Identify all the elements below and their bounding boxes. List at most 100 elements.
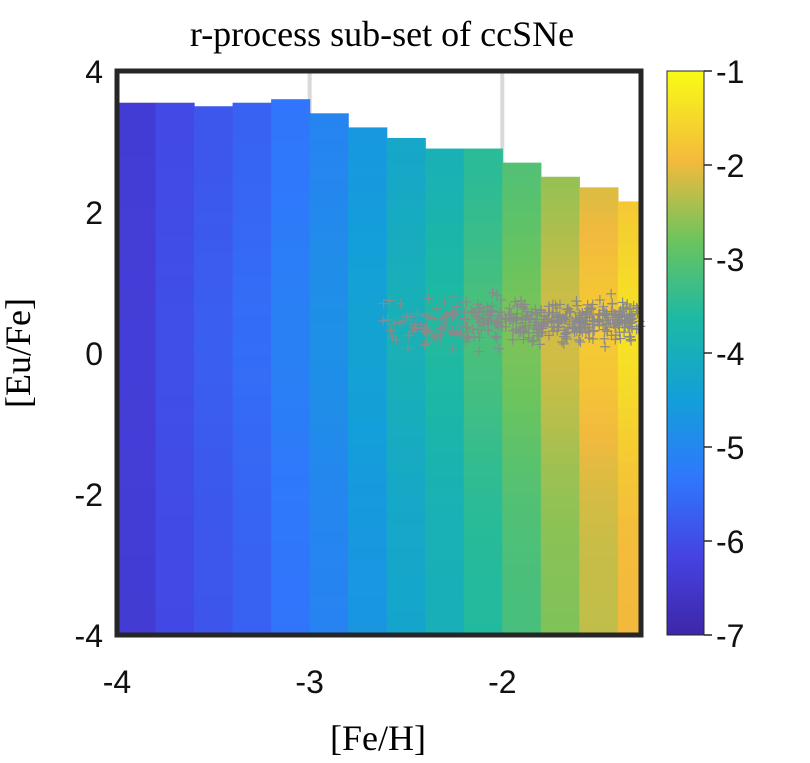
scatter-point: [623, 321, 634, 332]
heatmap-cell: [617, 494, 642, 506]
x-tick-label: -3: [295, 664, 323, 700]
heatmap-cell: [540, 428, 580, 441]
heatmap-cell: [348, 241, 388, 255]
heatmap-cell: [579, 422, 619, 435]
heatmap-cell: [232, 515, 272, 530]
heatmap-cell: [502, 292, 542, 305]
heatmap-cell: [579, 556, 619, 569]
heatmap-cell: [502, 375, 542, 388]
heatmap-cell: [617, 407, 642, 419]
heatmap-cell: [155, 475, 195, 490]
heatmap-cell: [155, 422, 195, 436]
scatter-point: [582, 299, 593, 310]
heatmap-cell: [155, 342, 195, 357]
heatmap-cell: [386, 249, 426, 263]
scatter-point: [578, 319, 589, 330]
plot-area: [114, 68, 646, 638]
scatter-point: [432, 303, 443, 314]
heatmap-cell: [117, 328, 157, 343]
scatter-point: [531, 324, 542, 335]
heatmap-cell: [425, 525, 465, 539]
heatmap-cell: [232, 102, 272, 117]
heatmap-cell: [155, 262, 195, 277]
heatmap-cell: [617, 515, 642, 528]
heatmap-cell: [155, 408, 195, 423]
heatmap-cell: [232, 182, 272, 197]
heatmap-cell: [502, 410, 542, 424]
scatter-point: [473, 307, 484, 318]
heatmap-cell: [309, 504, 349, 519]
heatmap-cell: [348, 254, 388, 268]
scatter-point: [483, 325, 494, 336]
heatmap-cell: [117, 368, 157, 383]
colorbar-tick-label: -3: [716, 242, 744, 278]
heatmap-cell: [617, 450, 642, 463]
scatter-point: [528, 335, 539, 346]
heatmap-cell: [117, 302, 157, 317]
heatmap-cell: [386, 262, 426, 276]
heatmap-cell: [155, 222, 195, 237]
heatmap-cell: [194, 476, 234, 491]
scatter-point: [378, 298, 389, 309]
heatmap-cell: [540, 497, 580, 510]
heatmap-cell: [309, 191, 349, 206]
y-axis-ticks: -4 -2 0 2 4: [75, 54, 103, 654]
scatter-point: [450, 324, 461, 335]
heatmap-cell: [117, 249, 157, 264]
heatmap-cell: [309, 308, 349, 323]
heatmap-cell: [232, 222, 272, 237]
heatmap-cell: [271, 621, 311, 636]
scatter-point: [489, 318, 500, 329]
scatter-point: [496, 313, 507, 324]
heatmap-cell: [117, 315, 157, 330]
scatter-point: [450, 306, 461, 317]
heatmap-cell: [309, 256, 349, 271]
heatmap-cell: [117, 515, 157, 530]
heatmap-cell: [579, 489, 619, 502]
scatter-point: [583, 326, 594, 337]
heatmap-cell: [309, 556, 349, 571]
scatter-point: [439, 296, 450, 307]
heatmap-cell: [194, 555, 234, 570]
scatter-point: [421, 327, 432, 338]
heatmap-cell: [386, 162, 426, 176]
scatter-point: [602, 312, 613, 323]
heatmap-cell: [194, 410, 234, 425]
heatmap-cell: [232, 368, 272, 383]
heatmap-cell: [309, 608, 349, 623]
heatmap-cell: [617, 255, 642, 268]
heatmap-cell: [155, 568, 195, 583]
heatmap-cell: [348, 520, 388, 535]
heatmap-cell: [502, 233, 542, 246]
heatmap-cell: [309, 152, 349, 167]
scatter-point: [448, 292, 459, 303]
heatmap-cell: [117, 608, 157, 623]
colorbar: -7 -6 -5 -4 -3 -2 -1: [666, 54, 744, 654]
heatmap-cell: [386, 535, 426, 549]
heatmap-cell: [540, 451, 580, 464]
heatmap-cell: [232, 129, 272, 144]
heatmap-cell: [194, 449, 234, 464]
heatmap-cell: [309, 426, 349, 440]
heatmap-cell: [155, 209, 195, 224]
heatmap-cell: [271, 581, 311, 596]
x-tick-label: -4: [103, 664, 131, 700]
scatter-point: [482, 306, 493, 317]
heatmap-cell: [117, 116, 157, 130]
scatter-point: [530, 304, 541, 315]
heatmap-cell: [540, 394, 580, 407]
heatmap-cell: [271, 407, 311, 422]
scatter-point: [606, 288, 617, 299]
heatmap-cell: [540, 486, 580, 499]
heatmap-cell: [386, 510, 426, 524]
heatmap-cell: [271, 487, 311, 502]
scatter-point: [625, 311, 636, 322]
scatter-point: [398, 316, 409, 327]
colorbar-tick-label: -6: [716, 524, 744, 560]
heatmap-cell: [579, 455, 619, 468]
heatmap-cell: [348, 393, 388, 408]
scatter-point: [624, 310, 635, 321]
scatter-point: [513, 327, 524, 338]
heatmap-cell: [232, 595, 272, 609]
heatmap-cell: [271, 112, 311, 127]
